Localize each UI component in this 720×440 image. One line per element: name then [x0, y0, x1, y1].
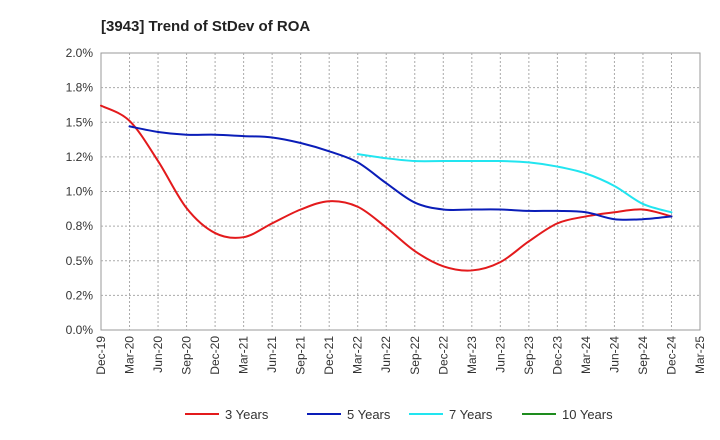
x-tick-label: Mar-21	[237, 336, 251, 374]
x-tick-label: Dec-21	[322, 336, 336, 375]
x-tick-label: Jun-20	[151, 336, 165, 373]
legend-label: 3 Years	[225, 407, 269, 422]
x-tick-label: Dec-22	[436, 336, 450, 375]
x-tick-label: Mar-20	[123, 336, 137, 374]
x-tick-label: Jun-21	[265, 336, 279, 373]
series-lines	[100, 104, 673, 272]
y-tick-label: 1.8%	[66, 81, 94, 95]
series-line-5-years	[128, 125, 673, 221]
x-tick-label: Mar-23	[465, 336, 479, 374]
y-tick-label: 0.8%	[66, 219, 94, 233]
series-line-7-years	[356, 153, 673, 214]
series-line-3-years	[100, 104, 673, 272]
y-tick-label: 0.2%	[66, 288, 94, 302]
plot-area	[100, 52, 701, 331]
x-tick-label: Sep-24	[636, 336, 650, 375]
legend-label: 7 Years	[449, 407, 493, 422]
y-tick-label: 1.0%	[66, 185, 94, 199]
x-axis-tick-labels: Dec-19 Mar-20 Jun-20 Sep-20 Dec-20 Mar-21 Jun-…	[94, 336, 707, 375]
x-tick-label: Jun-22	[379, 336, 393, 373]
x-tick-label: Mar-22	[351, 336, 365, 374]
y-tick-label: 0.0%	[66, 323, 94, 337]
y-tick-label: 1.5%	[66, 115, 94, 129]
y-tick-label: 1.2%	[66, 150, 94, 164]
x-tick-label: Sep-23	[522, 336, 536, 375]
x-tick-label: Jun-23	[493, 336, 507, 373]
y-tick-label: 2.0%	[66, 46, 94, 60]
y-tick-label: 0.5%	[66, 254, 94, 268]
x-tick-label: Sep-21	[294, 336, 308, 375]
x-tick-label: Sep-22	[408, 336, 422, 375]
x-tick-label: Mar-24	[579, 336, 593, 374]
chart-title: [3943] Trend of StDev of ROA	[101, 18, 310, 35]
x-tick-label: Dec-19	[94, 336, 108, 375]
x-tick-label: Mar-25	[693, 336, 707, 374]
x-tick-label: Dec-24	[664, 336, 678, 375]
x-tick-label: Dec-23	[550, 336, 564, 375]
y-axis-tick-labels: 0.0% 0.2% 0.5% 0.8% 1.0% 1.2% 1.5% 1.8% 2.0%	[66, 46, 94, 337]
x-tick-label: Dec-20	[208, 336, 222, 375]
x-tick-label: Sep-20	[180, 336, 194, 375]
legend-label: 5 Years	[347, 407, 391, 422]
legend: 3 Years 5 Years 7 Years 10 Years	[185, 407, 613, 422]
legend-label: 10 Years	[562, 407, 613, 422]
x-tick-label: Jun-24	[607, 336, 621, 373]
